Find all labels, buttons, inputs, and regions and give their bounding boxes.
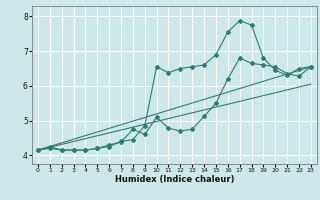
- X-axis label: Humidex (Indice chaleur): Humidex (Indice chaleur): [115, 175, 234, 184]
